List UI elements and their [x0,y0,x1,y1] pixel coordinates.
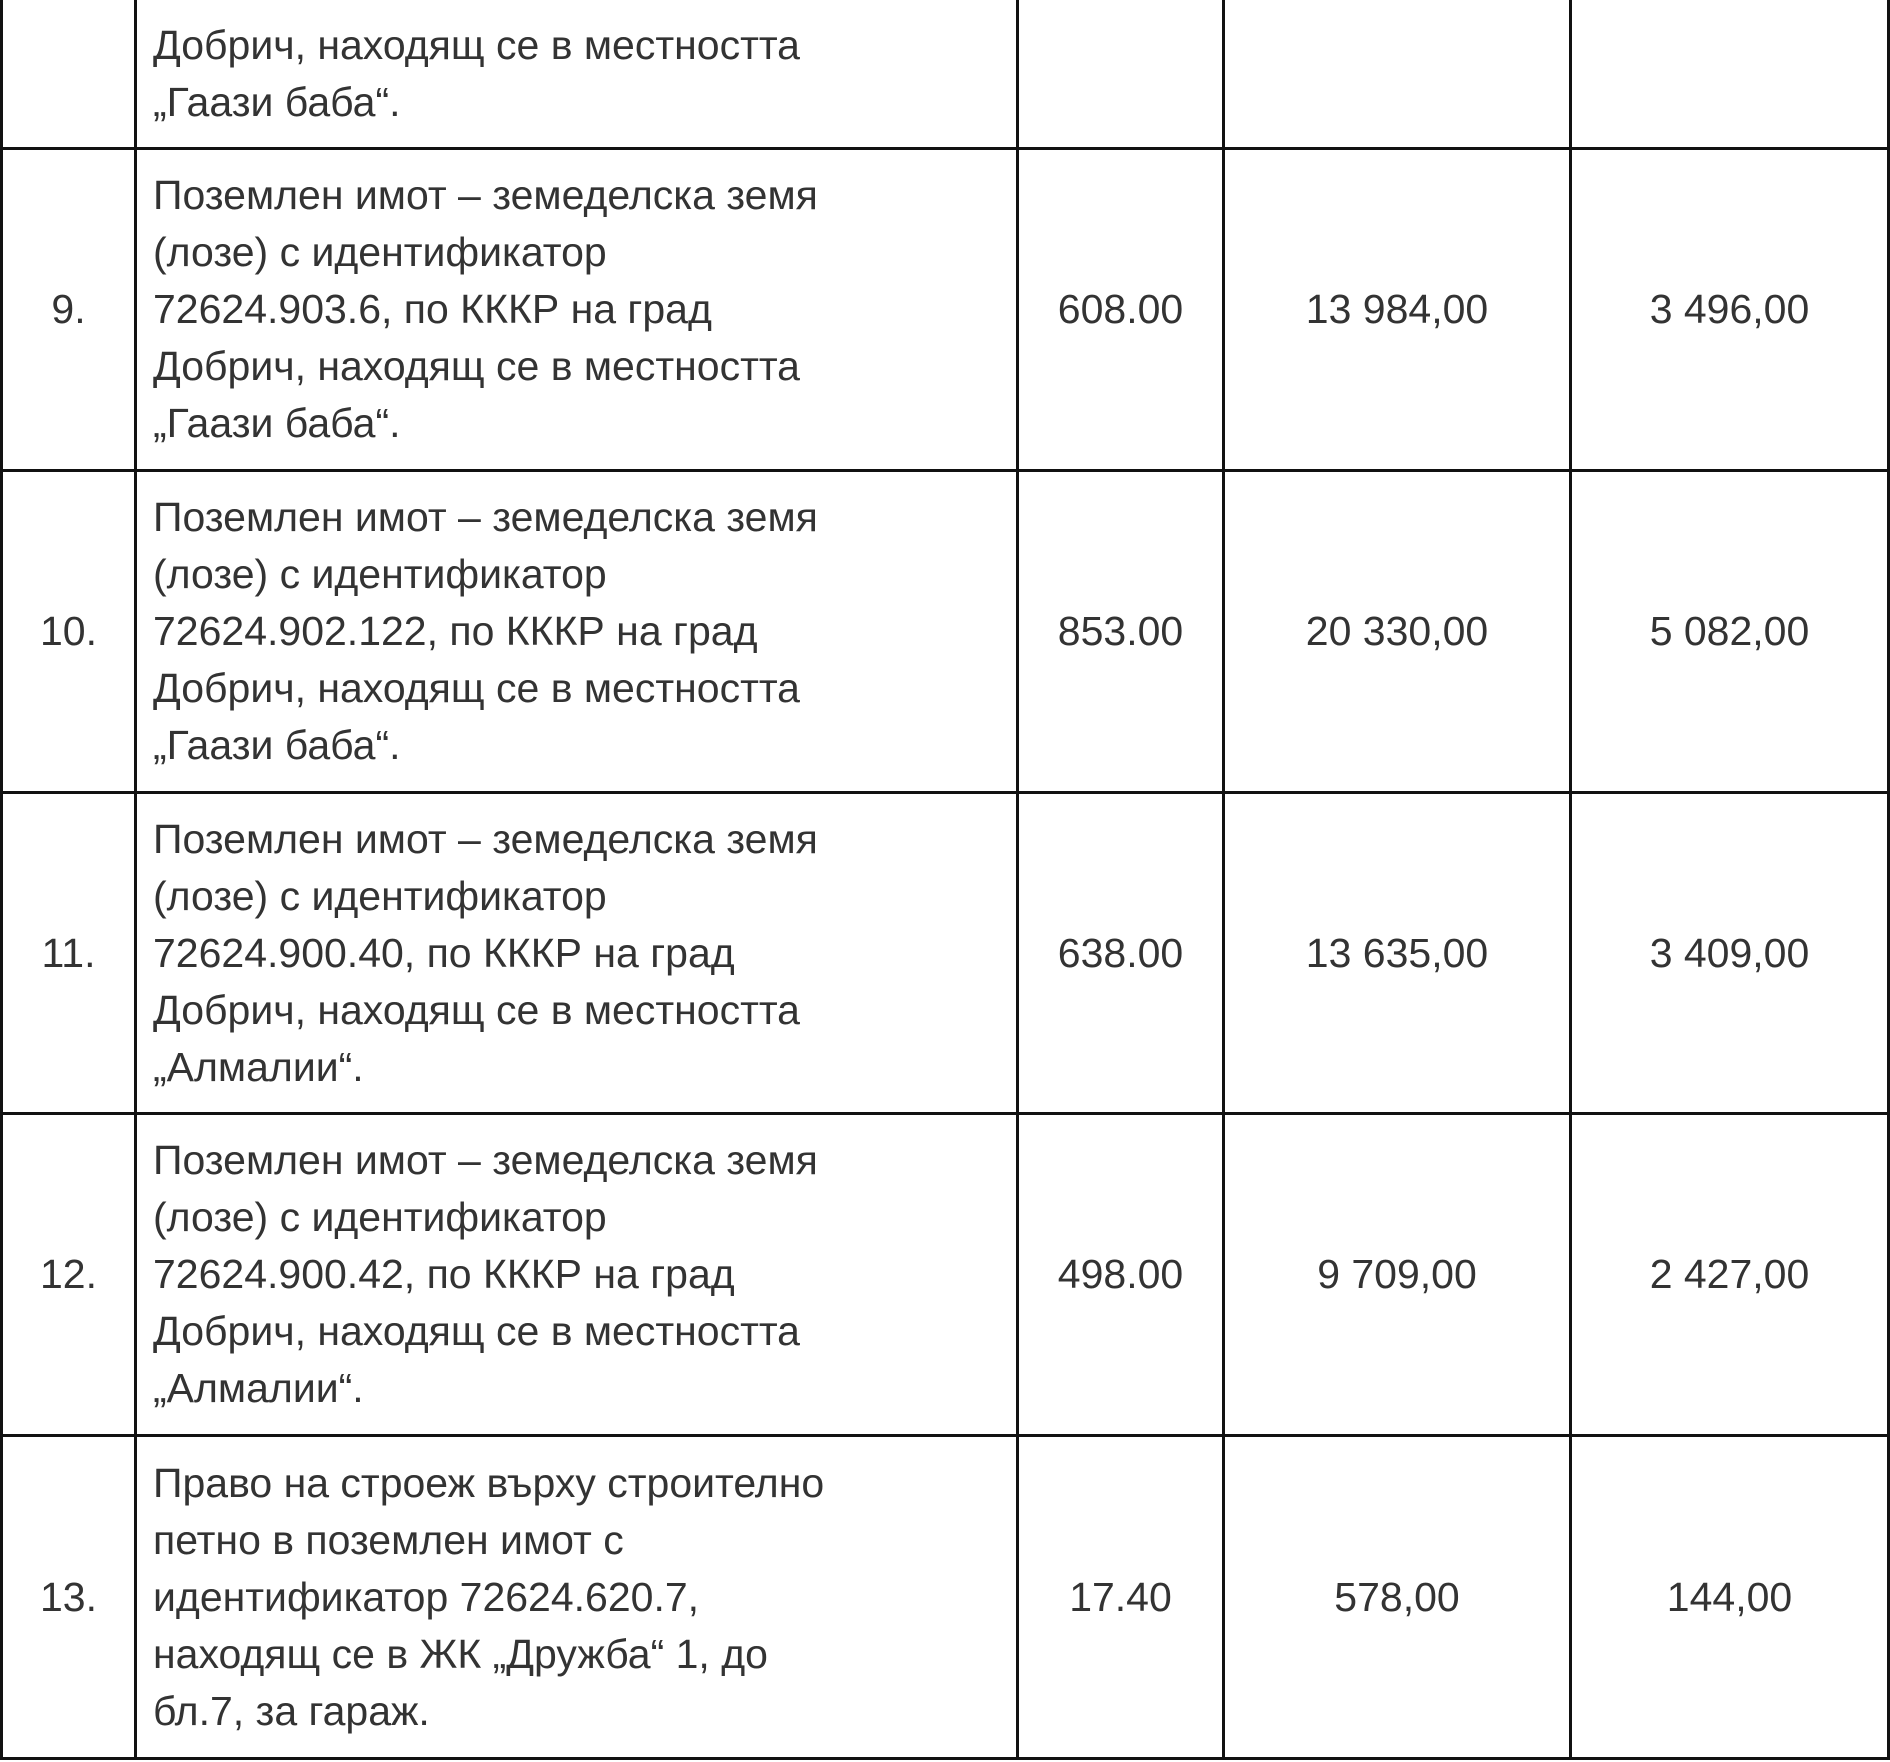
row-number: 10. [0,472,137,791]
property-description: Добрич, находящ се в местността „Гаази ба… [137,0,1019,147]
rent-value: 144,00 [1572,1437,1890,1757]
market-value: 9 709,00 [1225,1115,1572,1434]
property-description: Поземлен имот – земеделска земя (лозе) с … [137,472,1019,791]
area-value: 17.40 [1019,1437,1225,1757]
rent-value: 5 082,00 [1572,472,1890,791]
description-line: „Гаази баба“. [153,78,401,125]
description-line: Добрич, находящ се в местността [153,21,800,68]
table-row: 13. Право на строеж върху строително петно… [0,1437,1890,1760]
row-number: 9. [0,150,137,469]
area-value: 498.00 [1019,1115,1225,1434]
market-value: 13 635,00 [1225,794,1572,1112]
description-line: Поземлен имот – земеделска земя [153,1137,818,1183]
description-line: 72624.903.6, по КККР на град [153,286,712,332]
table-row: 9. Поземлен имот – земеделска земя (лозе) … [0,150,1890,472]
description-line: „Гаази баба“. [153,722,401,768]
rent-value: 3 496,00 [1572,150,1890,469]
description-line: Право на строеж върху строително [153,1459,825,1506]
property-description: Поземлен имот – земеделска земя (лозе) с … [137,794,1019,1112]
table-row: 12. Поземлен имот – земеделска земя (лозе)… [0,1115,1890,1437]
market-value: 20 330,00 [1225,472,1572,791]
description-line: Добрич, находящ се в местността [153,665,800,711]
description-line: (лозе) с идентификатор [153,229,607,275]
description-line: находящ се в ЖК „Дружба“ 1, до [153,1630,768,1677]
description-line: Поземлен имот – земеделска земя [153,494,818,540]
property-description: Поземлен имот – земеделска земя (лозе) с … [137,150,1019,469]
market-value: 578,00 [1225,1437,1572,1757]
description-line: Добрич, находящ се в местността [153,1308,800,1354]
property-description: Право на строеж върху строително петно в … [137,1437,1019,1757]
table-row: 10. Поземлен имот – земеделска земя (лозе)… [0,472,1890,794]
row-number: 13. [0,1437,137,1757]
property-description: Поземлен имот – земеделска земя (лозе) с … [137,1115,1019,1434]
description-line: Добрич, находящ се в местността [153,986,800,1033]
market-value [1225,0,1572,147]
description-line: Поземлен имот – земеделска земя [153,815,818,862]
description-line: идентификатор 72624.620.7, [153,1573,700,1620]
area-value: 853.00 [1019,472,1225,791]
area-value [1019,0,1225,147]
description-line: 72624.900.40, по КККР на град [153,929,735,976]
description-line: (лозе) с идентификатор [153,551,607,597]
area-value: 608.00 [1019,150,1225,469]
description-line: Поземлен имот – земеделска земя [153,172,818,218]
market-value: 13 984,00 [1225,150,1572,469]
description-line: (лозе) с идентификатор [153,1194,607,1240]
row-number: 12. [0,1115,137,1434]
description-line: „Гаази баба“. [153,400,401,446]
rent-value [1572,0,1890,147]
description-line: (лозе) с идентификатор [153,872,607,919]
description-line: бл.7, за гараж. [153,1687,430,1734]
table-row: 11. Поземлен имот – земеделска земя (лозе)… [0,794,1890,1115]
row-number: 11. [0,794,137,1112]
description-line: 72624.900.42, по КККР на град [153,1251,735,1297]
description-line: „Алмалии“. [153,1365,364,1411]
row-number [0,0,137,147]
description-line: 72624.902.122, по КККР на град [153,608,758,654]
description-line: Добрич, находящ се в местността [153,343,800,389]
table-row: Добрич, находящ се в местността „Гаази ба… [0,0,1890,150]
area-value: 638.00 [1019,794,1225,1112]
description-line: „Алмалии“. [153,1043,364,1090]
rent-value: 3 409,00 [1572,794,1890,1112]
description-line: петно в поземлен имот с [153,1516,624,1563]
rent-value: 2 427,00 [1572,1115,1890,1434]
